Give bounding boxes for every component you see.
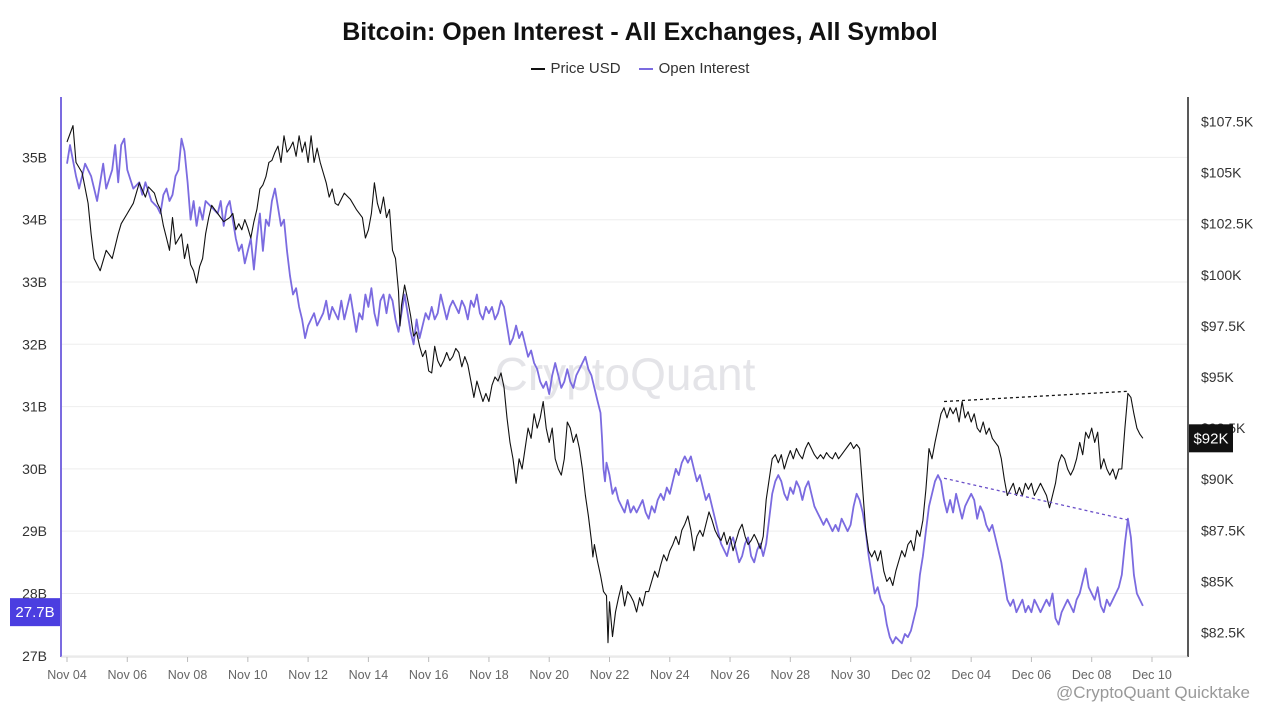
right-tick-label: $85K [1201, 573, 1234, 589]
x-tick-label: Nov 04 [47, 668, 87, 682]
badge-right-text: $92K [1193, 430, 1228, 447]
left-tick-label: 35B [22, 149, 47, 165]
x-tick-label: Nov 26 [710, 668, 750, 682]
right-tick-label: $90K [1201, 471, 1234, 487]
left-tick-label: 31B [22, 399, 47, 415]
legend-label-price: Price USD [550, 60, 621, 77]
watermark-text: CryptoQuant [495, 348, 756, 400]
right-tick-label: $100K [1201, 267, 1242, 283]
legend-item-open-interest[interactable]: Open Interest [638, 60, 750, 77]
x-tick-label: Nov 16 [409, 668, 449, 682]
left-axis-ticks: 35B 34B 33B 32B 31B 30B 29B 28B 27B [22, 149, 47, 663]
left-tick-label: 29B [22, 523, 47, 539]
trendline-price [943, 390, 1128, 403]
legend-item-price[interactable]: Price USD [530, 60, 621, 77]
badge-right-background [1189, 424, 1233, 453]
badge-left-background [10, 598, 60, 627]
x-tick-label: Nov 18 [469, 668, 509, 682]
x-tick-label: Nov 30 [831, 668, 871, 682]
watermark-footer: @CryptoQuant Quicktake [1056, 683, 1250, 702]
x-tick-label: Dec 02 [891, 668, 931, 682]
chart-title: Bitcoin: Open Interest - All Exchanges, … [342, 18, 938, 46]
legend-swatch-open-interest [638, 67, 653, 70]
x-tick-label: Nov 08 [168, 668, 208, 682]
x-tick-label: Nov 20 [529, 668, 569, 682]
x-tick-label: Nov 22 [590, 668, 630, 682]
left-tick-label: 32B [22, 336, 47, 352]
right-tick-label: $95K [1201, 369, 1234, 385]
x-tick-label: Nov 06 [107, 668, 147, 682]
x-tick-label: Dec 10 [1132, 668, 1172, 682]
legend-swatch-price [530, 67, 545, 70]
left-tick-label: 27B [22, 648, 47, 664]
x-tick-label: Dec 06 [1012, 668, 1052, 682]
left-tick-label: 34B [22, 212, 47, 228]
series-line-price[interactable] [66, 125, 1144, 644]
right-tick-label: $82.5K [1201, 624, 1246, 640]
last-value-badge-left: 27.7B [10, 598, 60, 627]
legend-label-open-interest: Open Interest [658, 60, 750, 77]
x-tick-label: Nov 24 [650, 668, 690, 682]
right-axis-ticks: $107.5K$105K$102.5K$100K$97.5K$95K$92.5K… [1201, 114, 1254, 641]
badge-left-text: 27.7B [15, 604, 54, 621]
grid-lines [61, 156, 1188, 657]
left-tick-label: 28B [22, 585, 47, 601]
left-tick-label: 30B [22, 461, 47, 477]
series-line-open-interest[interactable] [66, 137, 1144, 645]
chart-legend: Price USD Open Interest [0, 60, 1280, 77]
last-value-badge-right: $92K [1189, 424, 1233, 453]
x-tick-label: Nov 28 [771, 668, 811, 682]
x-tick-label: Nov 14 [349, 668, 389, 682]
x-tick-label: Dec 04 [951, 668, 991, 682]
x-tick-label: Dec 08 [1072, 668, 1112, 682]
left-tick-label: 33B [22, 274, 47, 290]
right-tick-label: $97.5K [1201, 318, 1246, 334]
x-axis-ticks: Nov 04 Nov 06 Nov 08 Nov 10 Nov 12 Nov 14 Nov … [47, 657, 1172, 682]
right-tick-label: $102.5K [1201, 216, 1254, 232]
trendline-open-interest [943, 477, 1129, 521]
x-tick-label: Nov 12 [288, 668, 328, 682]
x-tick-label: Nov 10 [228, 668, 268, 682]
right-tick-label: $107.5K [1201, 114, 1254, 130]
right-tick-label: $87.5K [1201, 522, 1246, 538]
right-tick-label: $105K [1201, 165, 1242, 181]
